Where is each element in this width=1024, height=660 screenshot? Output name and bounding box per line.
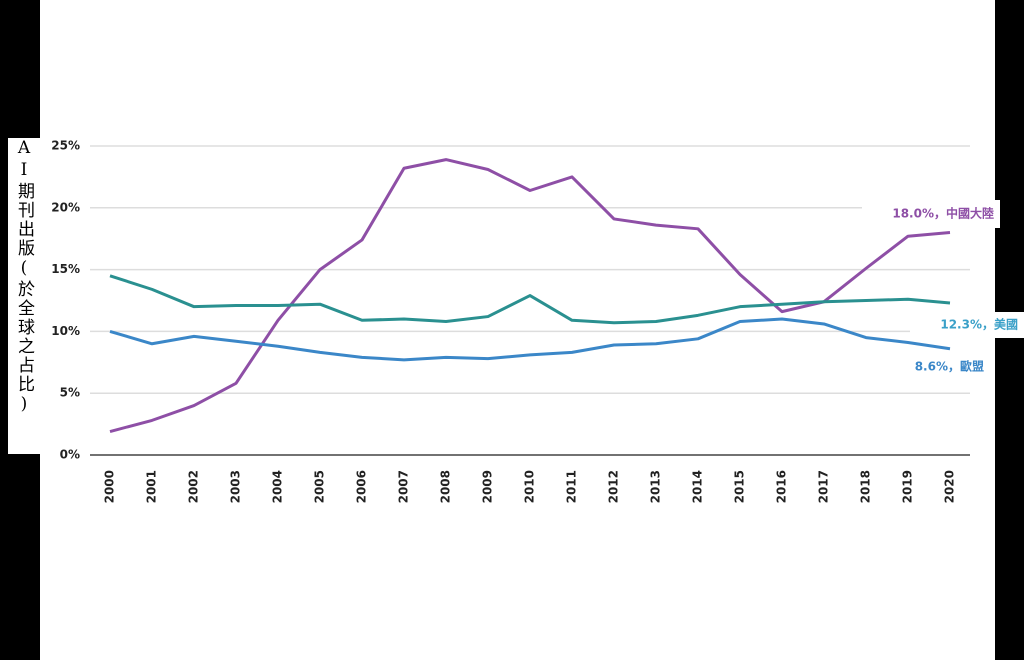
x-tick-label: 2016	[775, 470, 789, 503]
x-tick-label: 2009	[481, 470, 495, 503]
x-tick-label: 2005	[313, 470, 327, 503]
x-tick-label: 2006	[355, 470, 369, 503]
x-tick-label: 2019	[901, 470, 915, 503]
y-tick-label: 5%	[60, 386, 80, 400]
x-tick-label: 2014	[691, 470, 705, 503]
y-tick-label: 25%	[51, 139, 80, 153]
annotation: 12.3%，美國	[940, 317, 1018, 332]
x-tick-label: 2007	[397, 470, 411, 503]
series-line	[110, 319, 950, 360]
x-tick-label: 2000	[103, 470, 117, 503]
x-tick-label: 2004	[271, 470, 285, 503]
x-tick-label: 2013	[649, 470, 663, 503]
x-tick-label: 2002	[187, 470, 201, 503]
x-tick-label: 2017	[817, 470, 831, 503]
x-tick-label: 2008	[439, 470, 453, 503]
x-tick-label: 2011	[565, 470, 579, 503]
x-tick-label: 2003	[229, 470, 243, 503]
x-tick-label: 2018	[859, 470, 873, 503]
x-tick-label: 2012	[607, 470, 621, 503]
x-tick-label: 2001	[145, 470, 159, 503]
x-tick-label: 2010	[523, 470, 537, 503]
series-line	[110, 276, 950, 323]
y-tick-label: 20%	[51, 200, 80, 214]
y-tick-label: 10%	[51, 324, 80, 338]
annotation: 8.6%，歐盟	[915, 359, 984, 374]
annotation: 18.0%，中國大陸	[892, 206, 994, 221]
y-tick-label: 0%	[60, 448, 80, 462]
y-tick-label: 15%	[51, 262, 80, 276]
x-tick-label: 2015	[733, 470, 747, 503]
x-tick-label: 2020	[943, 470, 957, 503]
